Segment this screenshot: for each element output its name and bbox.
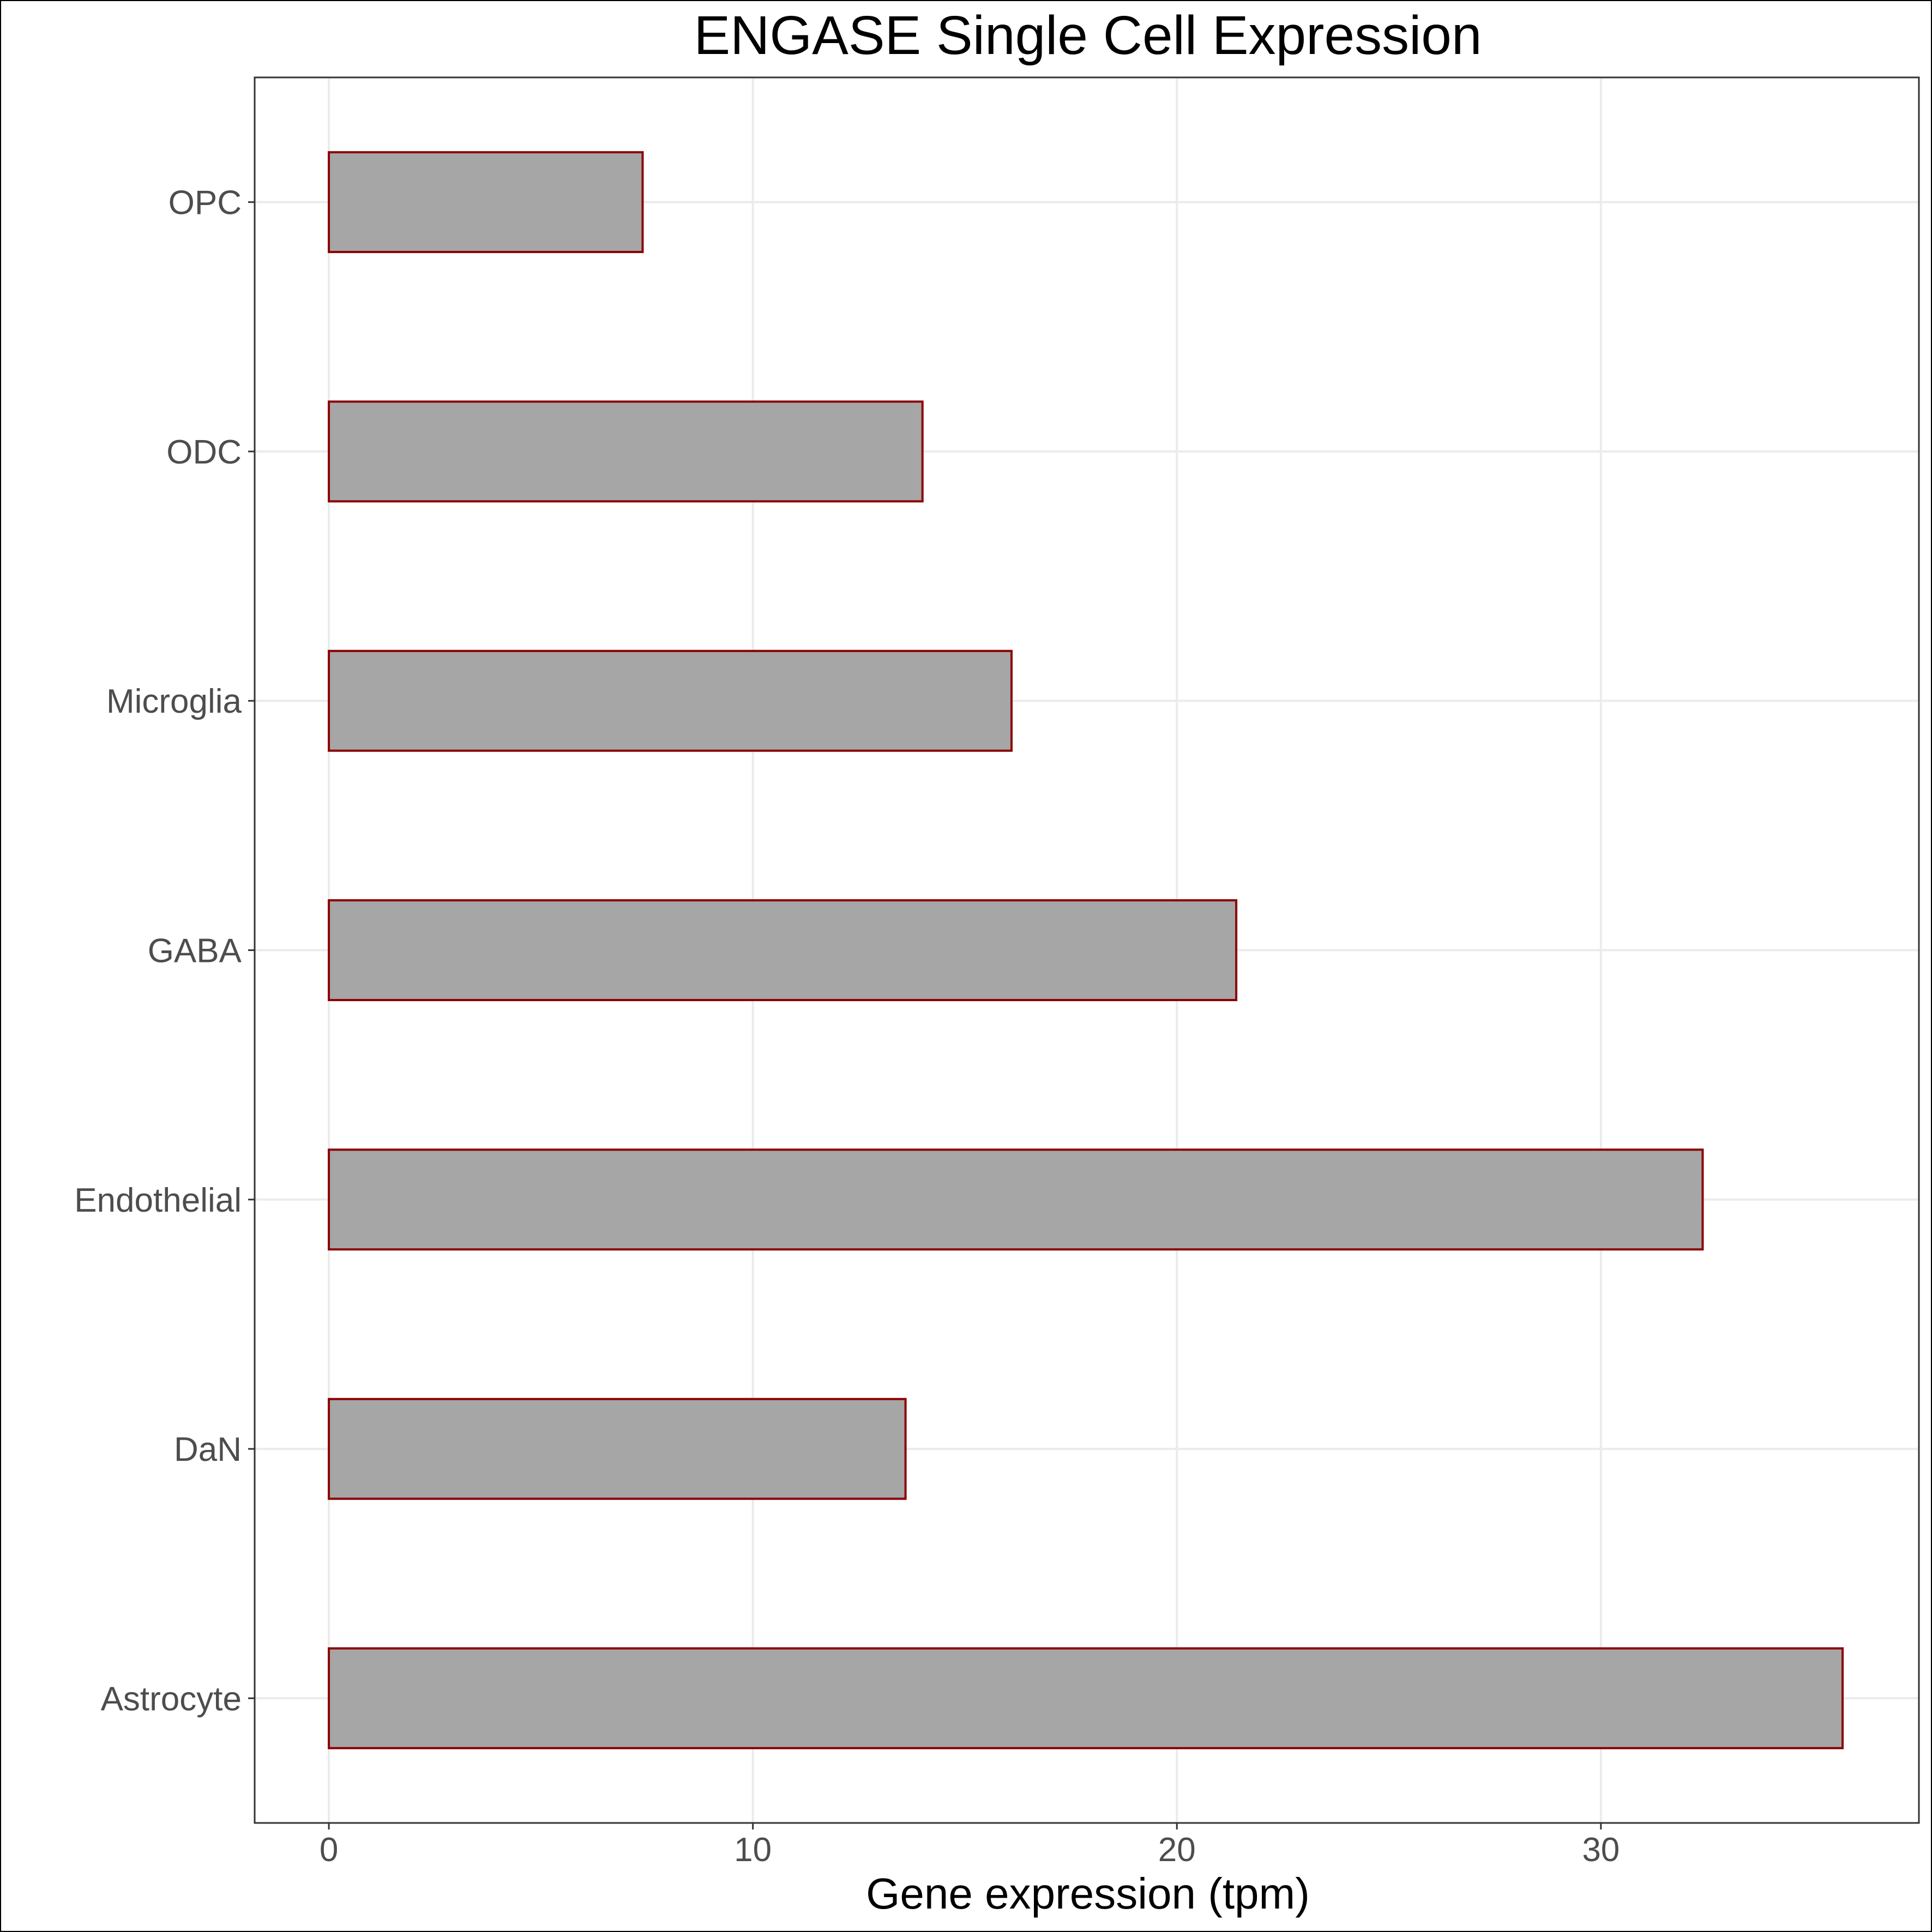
- y-tick-label: Astrocyte: [101, 1680, 242, 1718]
- y-tick-label: Endothelial: [74, 1182, 242, 1219]
- y-tick-label: DaN: [174, 1431, 242, 1468]
- x-tick-label: 20: [1158, 1831, 1196, 1869]
- bar: [328, 649, 1013, 752]
- y-tick-label: Microglia: [106, 683, 242, 720]
- chart-title: ENGASE Single Cell Expression: [694, 5, 1482, 66]
- bar: [328, 151, 644, 254]
- y-tick-label: GABA: [148, 932, 242, 970]
- x-axis-label: Gene expression (tpm): [866, 1869, 1310, 1918]
- plot-panel-border: [254, 76, 1920, 1824]
- x-tick-label: 30: [1582, 1831, 1620, 1869]
- y-tick-label: OPC: [168, 184, 242, 222]
- y-tick-label: ODC: [166, 434, 242, 471]
- bar: [328, 400, 924, 503]
- x-tick-label: 0: [320, 1831, 338, 1869]
- bar: [328, 1398, 907, 1500]
- bar: [328, 899, 1238, 1001]
- bar: [328, 1148, 1704, 1251]
- x-tick-label: 10: [734, 1831, 772, 1869]
- bar: [328, 1647, 1844, 1749]
